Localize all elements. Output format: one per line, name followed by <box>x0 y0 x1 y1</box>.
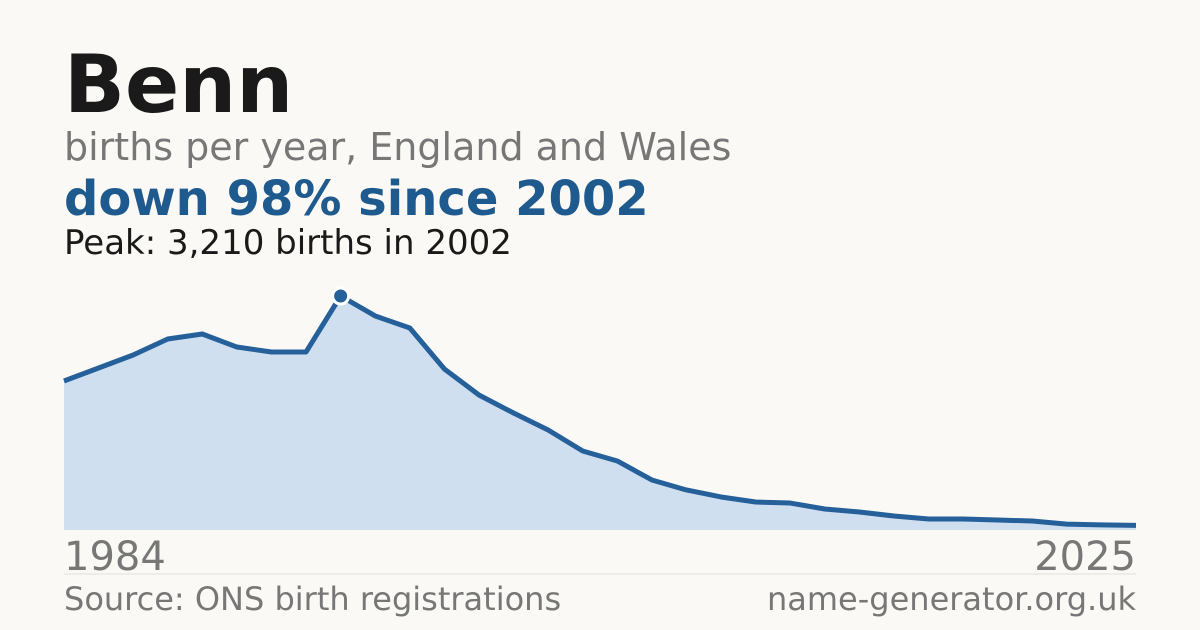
area <box>64 296 1136 530</box>
headline: down 98% since 2002 <box>64 171 649 227</box>
site: name-generator.org.uk <box>767 580 1136 618</box>
peak-label: Peak: 3,210 births in 2002 <box>64 223 512 263</box>
source: Source: ONS birth registrations <box>64 580 561 618</box>
chart-title: Benn <box>64 38 293 131</box>
subtitle: births per year, England and Wales <box>64 125 731 169</box>
x-tick-label: 1984 <box>64 534 166 580</box>
peak-marker <box>331 286 351 306</box>
x-tick-label: 2025 <box>1034 534 1136 580</box>
line <box>63 293 1137 528</box>
